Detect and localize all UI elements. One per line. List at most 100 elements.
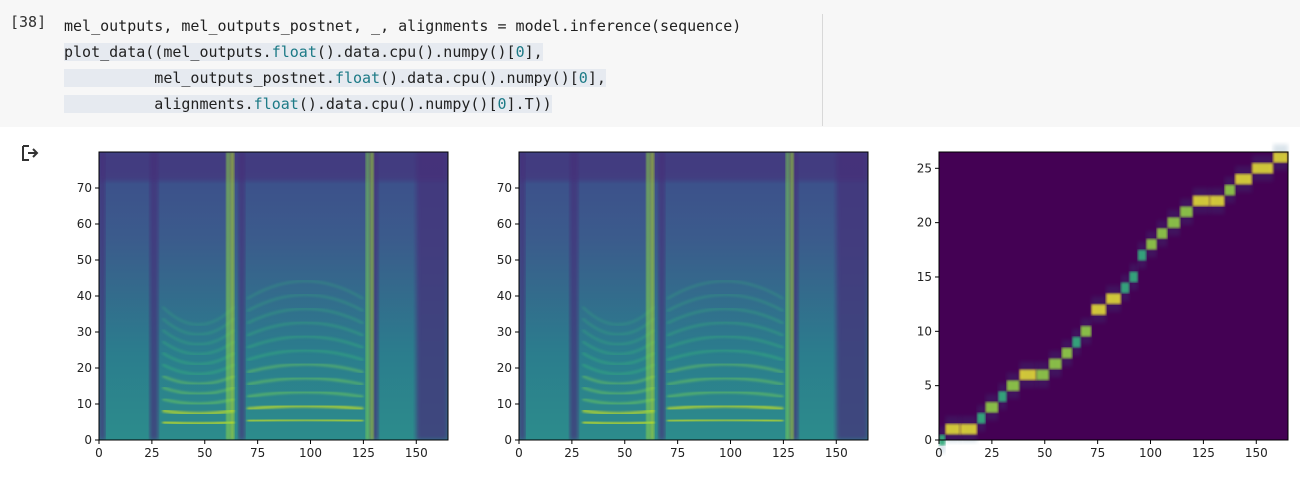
- burst-column: [785, 152, 790, 440]
- high-band: [99, 152, 448, 181]
- y-tick-label: 40: [77, 289, 92, 303]
- harmonic-band: [666, 390, 784, 398]
- silence-region: [99, 152, 106, 440]
- code-token: mel_outputs, mel_outputs_postnet, _, ali…: [64, 17, 742, 35]
- code-cell[interactable]: [38] mel_outputs, mel_outputs_postnet, _…: [0, 0, 1300, 127]
- y-tick-label: 20: [497, 361, 512, 375]
- alignment-glow: [945, 416, 961, 443]
- burst-column: [645, 152, 651, 440]
- editor-ruler: [822, 14, 823, 126]
- code-token: ],: [524, 43, 543, 61]
- y-tick-label: 10: [497, 397, 512, 411]
- harmonic-band: [666, 321, 784, 337]
- code-editor[interactable]: mel_outputs, mel_outputs_postnet, _, ali…: [64, 13, 741, 117]
- alignment-glow: [1129, 263, 1138, 291]
- silence-region: [569, 152, 579, 440]
- output-arrow-icon[interactable]: [20, 143, 40, 163]
- alignment-glow: [1180, 198, 1193, 225]
- x-tick-label: 0: [515, 446, 523, 460]
- alignment-glow: [1061, 340, 1073, 367]
- x-tick-label: 0: [935, 446, 943, 460]
- burst-column: [365, 152, 370, 440]
- x-tick-label: 125: [772, 446, 795, 460]
- y-tick-label: 60: [497, 217, 512, 231]
- x-tick-label: 50: [197, 446, 212, 460]
- x-tick-label: 75: [250, 446, 265, 460]
- alignment-glow: [1209, 187, 1225, 214]
- burst-column: [230, 152, 235, 440]
- alignment-glow: [1156, 220, 1168, 247]
- y-tick-label: 20: [77, 361, 92, 375]
- y-tick-label: 10: [917, 324, 932, 338]
- code-line[interactable]: plot_data((mel_outputs.float().data.cpu(…: [64, 39, 741, 65]
- code-line[interactable]: mel_outputs, mel_outputs_postnet, _, ali…: [64, 13, 741, 39]
- alignment-glow: [1091, 296, 1107, 323]
- code-line[interactable]: mel_outputs_postnet.float().data.cpu().n…: [64, 65, 741, 91]
- harmonic-band: [246, 280, 364, 300]
- alignment-glow: [1048, 350, 1062, 377]
- x-tick-label: 25: [564, 446, 579, 460]
- code-token: plot_data((mel_outputs.: [64, 43, 272, 61]
- alignment-glow: [1192, 187, 1210, 214]
- alignment-glow: [985, 394, 999, 421]
- harmonic-band: [246, 307, 364, 325]
- harmonic-band: [666, 335, 784, 349]
- burst-column: [789, 152, 794, 440]
- x-tick-label: 50: [1037, 446, 1052, 460]
- alignment-glow: [1036, 361, 1049, 388]
- harmonic-band: [666, 307, 784, 325]
- alignment-glow: [1146, 231, 1157, 258]
- code-token: float: [271, 43, 317, 61]
- silence-region: [416, 152, 448, 440]
- alignment-glow: [998, 383, 1007, 410]
- code-token: 0: [497, 95, 507, 113]
- alignment-glow: [1019, 361, 1037, 388]
- x-tick-label: 75: [670, 446, 685, 460]
- y-tick-label: 20: [917, 216, 932, 230]
- x-tick-label: 50: [617, 446, 632, 460]
- alignment-glow: [1080, 318, 1092, 345]
- code-token: float: [334, 69, 381, 87]
- spectrogram-cells: [519, 152, 868, 440]
- alignment-glow: [1167, 209, 1181, 236]
- harmonic-band: [666, 404, 784, 411]
- harmonic-band: [246, 335, 364, 349]
- burst-column: [650, 152, 655, 440]
- harmonic-band: [666, 280, 784, 300]
- alignment-glow: [1137, 242, 1147, 269]
- alignment-glow: [1072, 329, 1081, 356]
- alignment-glow: [1106, 285, 1121, 312]
- code-token: 0: [515, 43, 525, 61]
- y-tick-label: 0: [924, 433, 932, 447]
- spectrogram-cells: [99, 152, 448, 440]
- harmonic-band: [246, 377, 364, 386]
- code-line[interactable]: alignments.float().data.cpu().numpy()[0]…: [64, 91, 741, 117]
- x-tick-label: 150: [405, 446, 428, 460]
- code-token: 0: [578, 69, 588, 87]
- code-token: ().data.cpu().numpy()[: [380, 69, 579, 87]
- harmonic-band: [246, 321, 364, 337]
- harmonic-band: [246, 404, 364, 411]
- x-tick-label: 75: [1090, 446, 1105, 460]
- harmonic-band: [246, 363, 364, 374]
- code-token: ().data.cpu().numpy()[: [316, 43, 516, 61]
- y-tick-label: 50: [77, 253, 92, 267]
- silence-region: [519, 152, 526, 440]
- code-token: ().data.cpu().numpy()[: [298, 95, 498, 113]
- x-tick-label: 100: [719, 446, 742, 460]
- y-tick-label: 40: [497, 289, 512, 303]
- burst-column: [369, 152, 374, 440]
- harmonic-band: [666, 377, 784, 386]
- alignment-glow: [1273, 144, 1288, 171]
- y-tick-label: 5: [924, 379, 932, 393]
- y-tick-label: 60: [77, 217, 92, 231]
- y-tick-label: 10: [77, 397, 92, 411]
- spectrogram-heatmap-1: 0 25 50 75 100 125 150 0 10 20 30 40 50 60 70: [77, 151, 449, 460]
- y-tick-label: 30: [77, 325, 92, 339]
- alignment-glow: [1224, 176, 1236, 204]
- silence-region: [836, 152, 868, 440]
- x-tick-label: 150: [825, 446, 848, 460]
- harmonic-band: [246, 418, 364, 423]
- high-band: [519, 152, 868, 181]
- burst-column: [225, 152, 231, 440]
